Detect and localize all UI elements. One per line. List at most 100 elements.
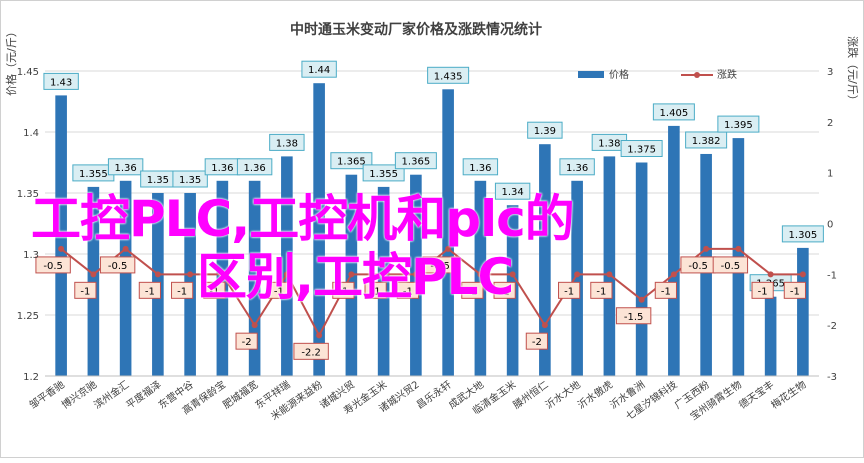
bar bbox=[119, 180, 132, 376]
line-data-label: -2.2 bbox=[301, 347, 321, 358]
line-data-label-box bbox=[461, 281, 484, 299]
line-point bbox=[283, 271, 290, 278]
line-data-label-box bbox=[99, 256, 136, 274]
line-data-label: -1 bbox=[596, 286, 606, 297]
line-point bbox=[348, 271, 355, 278]
line-series: -0.5 -1 -0.5 -1 -1 -1 -2 -1 -2.2 -1 -1 -1 -0.5 -1 -1 -2… bbox=[35, 245, 806, 360]
bar-data-label-box bbox=[394, 152, 437, 170]
x-tick-label: 肥城福宽 bbox=[220, 378, 260, 412]
bar bbox=[764, 296, 777, 376]
bar-data-label-box bbox=[559, 158, 595, 176]
y-right-tick-label: 0 bbox=[827, 220, 833, 231]
line-data-label-box bbox=[235, 332, 258, 350]
y-right-tick-label: -3 bbox=[827, 372, 837, 383]
line-data-label-box bbox=[171, 281, 194, 299]
bar-data-label: 1.34 bbox=[501, 187, 523, 198]
x-tick-label: 博兴京驰 bbox=[59, 378, 99, 412]
line-point bbox=[219, 271, 226, 278]
y-right-tick-label: 3 bbox=[827, 67, 833, 78]
bar-data-label-box bbox=[107, 158, 144, 176]
line-data-label-box bbox=[654, 281, 677, 299]
line-point bbox=[187, 271, 194, 278]
bar bbox=[248, 180, 261, 376]
bar-data-label: 1.38 bbox=[598, 138, 620, 149]
bar-data-label: 1.39 bbox=[534, 126, 556, 137]
legend-bar-swatch bbox=[578, 71, 604, 78]
line-point bbox=[251, 322, 258, 329]
overlay-text-line1: 工控PLC,工控机和plc的 bbox=[31, 190, 575, 248]
y-right-tick-label: 1 bbox=[827, 169, 833, 180]
line-data-label-box bbox=[332, 281, 355, 299]
bar-data-label: 1.35 bbox=[179, 175, 201, 186]
x-tick-label: 七星汐锦科技 bbox=[623, 378, 680, 423]
bar-data-label: 1.43 bbox=[50, 77, 72, 88]
bar-data-label-box bbox=[269, 133, 305, 151]
line-point bbox=[122, 245, 129, 252]
line-data-label: -1 bbox=[338, 286, 348, 297]
line-point bbox=[316, 332, 323, 339]
bar-data-label: 1.355 bbox=[369, 169, 398, 180]
line-data-label-box bbox=[783, 281, 806, 299]
x-tick-label: 昌乐永轩 bbox=[414, 378, 454, 412]
line-data-label-box bbox=[396, 281, 419, 299]
overlay-text-line2: 区别,工控PLC bbox=[197, 248, 514, 306]
line-data-label-box bbox=[712, 256, 749, 274]
y-right-tick-label: -1 bbox=[827, 270, 837, 281]
line-data-label: -1 bbox=[758, 286, 768, 297]
line-data-label-box bbox=[525, 332, 548, 350]
x-tick-label: 滕州恒仁 bbox=[510, 378, 550, 412]
line-data-label: -1 bbox=[209, 286, 219, 297]
bar-data-label: 1.36 bbox=[566, 163, 588, 174]
line-data-label: -0.5 bbox=[721, 261, 741, 272]
line-point bbox=[606, 271, 613, 278]
bar bbox=[668, 125, 680, 377]
bar-data-label: 1.395 bbox=[724, 120, 753, 131]
bar-data-label-box bbox=[494, 182, 531, 200]
bar-data-label-box bbox=[781, 225, 824, 243]
line-point bbox=[799, 271, 806, 278]
line-data-label: -1 bbox=[145, 286, 155, 297]
legend-line-label: 涨跌 bbox=[717, 68, 737, 81]
line-data-label-box bbox=[203, 281, 226, 299]
line-data-label: -1 bbox=[371, 286, 381, 297]
line-data-label: -0.5 bbox=[43, 261, 63, 272]
bar-data-label: 1.355 bbox=[79, 169, 108, 180]
bar bbox=[377, 186, 390, 376]
bar-data-label: 1.365 bbox=[402, 157, 431, 168]
line-data-label: -1 bbox=[467, 286, 477, 297]
x-tick-label: 沂水傲虎 bbox=[575, 378, 615, 412]
line-point bbox=[509, 271, 516, 278]
bar-data-label-box bbox=[462, 158, 499, 176]
line-data-label-box bbox=[267, 281, 290, 299]
x-tick-label: 宝州骑霄生物 bbox=[687, 378, 744, 423]
bar bbox=[571, 180, 583, 376]
line-data-label-box bbox=[293, 342, 329, 360]
bar-data-label-box bbox=[362, 164, 405, 182]
bar-data-label-box bbox=[43, 72, 79, 90]
bar bbox=[797, 247, 809, 376]
bar-data-label-box bbox=[652, 103, 695, 121]
bar bbox=[216, 180, 229, 376]
bar-data-label: 1.38 bbox=[276, 138, 298, 149]
line-data-label: -2 bbox=[242, 337, 252, 348]
legend-bar-label: 价格 bbox=[609, 68, 629, 81]
line-data-label: -1 bbox=[177, 286, 187, 297]
x-tick-label: 米能源来益粉 bbox=[268, 378, 325, 423]
line-data-label-box bbox=[422, 256, 458, 274]
line-data-label: -2 bbox=[532, 337, 542, 348]
line-point bbox=[670, 271, 677, 278]
line-point bbox=[90, 271, 97, 278]
bar-data-label-box bbox=[527, 121, 563, 139]
line-point bbox=[445, 245, 452, 252]
line-point bbox=[638, 296, 645, 303]
bar-data-label: 1.44 bbox=[308, 65, 330, 76]
x-tick-label: 滨州金汇 bbox=[91, 378, 131, 412]
line-point bbox=[380, 271, 387, 278]
line-point bbox=[767, 271, 774, 278]
bar-data-label: 1.435 bbox=[434, 71, 463, 82]
y-left-tick-label: 1.3 bbox=[23, 250, 39, 261]
bar bbox=[442, 89, 454, 377]
line-data-label: -0.5 bbox=[430, 261, 450, 272]
